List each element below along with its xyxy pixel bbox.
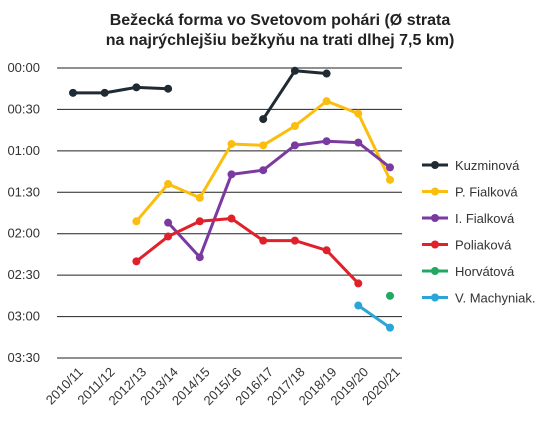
series (69, 66, 394, 332)
x-axis-ticks: 2010/112011/122012/132013/142014/152015/… (43, 364, 403, 408)
grid (57, 67, 402, 359)
data-point (195, 217, 204, 226)
data-point (132, 217, 141, 226)
data-point (386, 323, 394, 332)
y-tick-label: 01:30 (7, 184, 40, 199)
data-point (132, 83, 141, 92)
data-point (164, 180, 173, 188)
series-line (261, 69, 327, 120)
data-point (164, 218, 173, 227)
data-point (322, 97, 331, 106)
data-point (259, 115, 268, 124)
data-point (227, 214, 236, 223)
data-point (354, 301, 363, 310)
data-point (69, 88, 77, 97)
y-tick-label: 00:30 (7, 101, 40, 116)
data-point (290, 236, 299, 245)
data-point (354, 279, 363, 288)
y-tick-label: 02:30 (7, 267, 40, 282)
data-point (354, 109, 363, 118)
series-1 (132, 97, 394, 226)
series-line (73, 85, 169, 95)
data-point (354, 138, 363, 147)
data-point (132, 257, 141, 266)
data-point (386, 175, 394, 184)
series-4 (386, 291, 394, 300)
series-line (166, 139, 391, 259)
chart-title-line-2: na najrýchlejšiu bežkyňu na trati dlhej … (106, 32, 455, 49)
data-point (290, 66, 299, 75)
chart-title: Bežecká forma vo Svetovom pohári (Ø stra… (106, 12, 455, 49)
legend-swatch-marker (431, 267, 439, 275)
data-point (195, 193, 204, 202)
data-point (259, 141, 268, 150)
data-point (227, 170, 236, 179)
data-point (322, 69, 331, 78)
data-point (164, 84, 173, 93)
legend-label: Poliaková (455, 238, 512, 253)
legend-swatch-marker (431, 214, 439, 222)
data-point (100, 88, 109, 97)
legend-swatch-marker (431, 161, 439, 169)
y-tick-label: 03:30 (7, 350, 40, 365)
legend-label: Kuzminová (455, 158, 520, 173)
legend-label: Horvátová (455, 264, 515, 279)
legend-swatch-marker (431, 240, 439, 249)
y-tick-label: 01:00 (7, 143, 40, 158)
chart-title-line-1: Bežecká forma vo Svetovom pohári (Ø stra… (110, 12, 451, 29)
data-point (290, 122, 299, 130)
series-2 (164, 137, 394, 262)
legend-label: V. Machyniak. (455, 291, 535, 306)
data-point (386, 291, 394, 300)
data-point (227, 139, 236, 148)
series-line (135, 217, 360, 285)
data-point (290, 141, 299, 150)
data-point (386, 163, 394, 172)
data-point (164, 232, 173, 241)
legend-swatch-marker (431, 293, 439, 302)
legend: Kuzminová P. Fialková I. Fialková Poliaková… (422, 158, 535, 306)
series-5 (354, 301, 394, 332)
series-line (357, 304, 391, 329)
y-tick-label: 02:00 (7, 226, 40, 241)
data-point (259, 236, 268, 245)
y-tick-label: 03:00 (7, 309, 40, 324)
data-point (322, 137, 331, 146)
data-point (259, 166, 268, 175)
legend-label: I. Fialková (455, 211, 515, 226)
series-0 (69, 66, 331, 124)
series-3 (132, 214, 363, 288)
y-tick-label: 00:00 (7, 60, 40, 75)
legend-swatch-marker (431, 187, 439, 196)
y-axis-ticks: 00:00 00:30 01:00 01:30 02:00 02:30 03:00 03:30 (7, 60, 40, 365)
data-point (195, 253, 204, 262)
data-point (322, 246, 331, 255)
legend-label: P. Fialková (455, 185, 518, 200)
